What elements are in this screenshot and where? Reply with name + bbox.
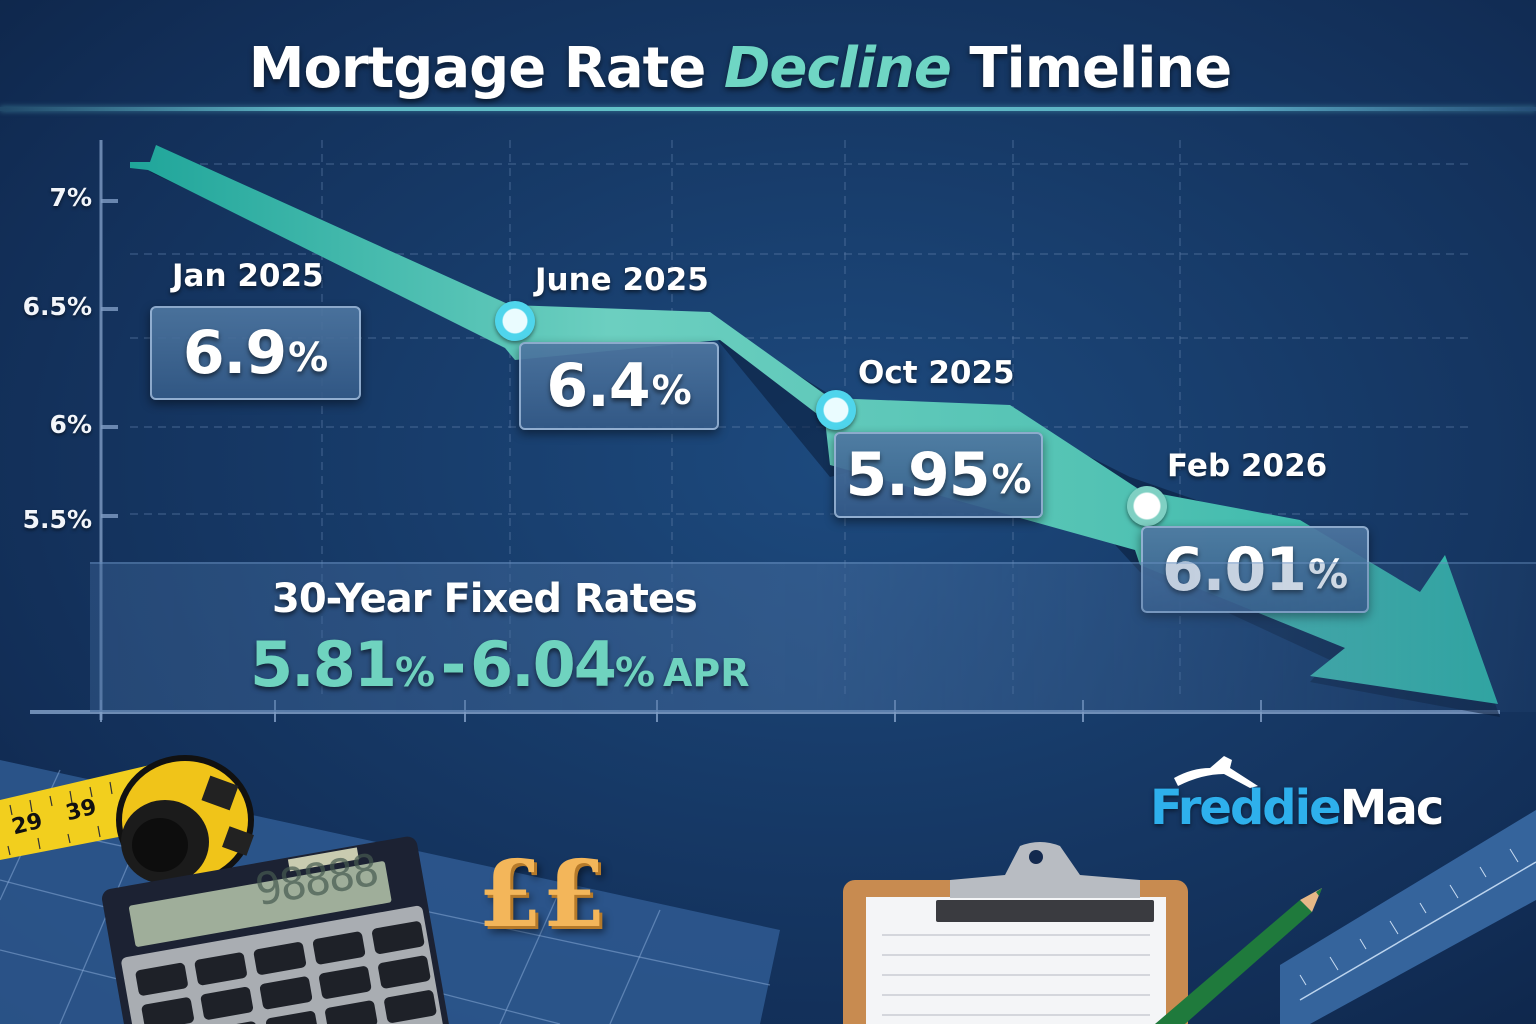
- pencil-icon: [1155, 888, 1322, 1024]
- period-label: Oct 2025: [858, 355, 1015, 391]
- pound-currency-icon: ££: [478, 840, 607, 948]
- period-label: June 2025: [535, 262, 709, 298]
- title-suffix: Timeline: [969, 36, 1232, 101]
- rate-value: 6.9: [182, 318, 287, 388]
- ruler-icon: [1280, 810, 1536, 1024]
- rate-unit: %: [288, 335, 329, 381]
- data-point-marker: [495, 301, 535, 341]
- data-point-marker: [1127, 486, 1167, 526]
- title-accent: Decline: [723, 36, 952, 101]
- calculator-icon: [102, 836, 451, 1024]
- rate-value: 5.95: [845, 440, 990, 510]
- rate-value-box: 6.9%: [150, 306, 361, 400]
- clipboard-icon: [843, 842, 1188, 1024]
- rate-unit: %: [991, 457, 1032, 503]
- apr-label: APR: [663, 651, 750, 695]
- title-prefix: Mortgage Rate: [248, 36, 707, 101]
- summary-band: [90, 562, 1536, 712]
- page-title: Mortgage Rate Decline Timeline: [0, 36, 1480, 101]
- y-tick-7: 7%: [49, 183, 92, 212]
- summary-title: 30-Year Fixed Rates: [272, 576, 698, 622]
- tape-measure-icon: [0, 755, 254, 885]
- data-point-marker: [816, 390, 856, 430]
- summary-rate-range: 5.81% - 6.04% APR: [250, 628, 750, 701]
- rate-value-box: 6.4%: [519, 342, 719, 430]
- y-tick-6: 6%: [49, 410, 92, 439]
- rate-high: 6.04: [469, 628, 617, 701]
- rate-unit: %: [651, 368, 692, 414]
- house-roof-icon: [1174, 756, 1258, 788]
- freddie-mac-logo: FreddieMac: [1150, 780, 1444, 836]
- y-tick-5-5: 5.5%: [22, 505, 92, 534]
- period-label: Jan 2025: [172, 258, 324, 294]
- rate-value: 6.4: [546, 351, 650, 421]
- title-divider: [0, 107, 1536, 111]
- y-tick-6-5: 6.5%: [22, 292, 92, 321]
- rate-value-box: 5.95%: [834, 432, 1043, 518]
- range-separator: -: [440, 628, 467, 701]
- rate-low: 5.81: [250, 628, 397, 701]
- period-label: Feb 2026: [1167, 448, 1328, 484]
